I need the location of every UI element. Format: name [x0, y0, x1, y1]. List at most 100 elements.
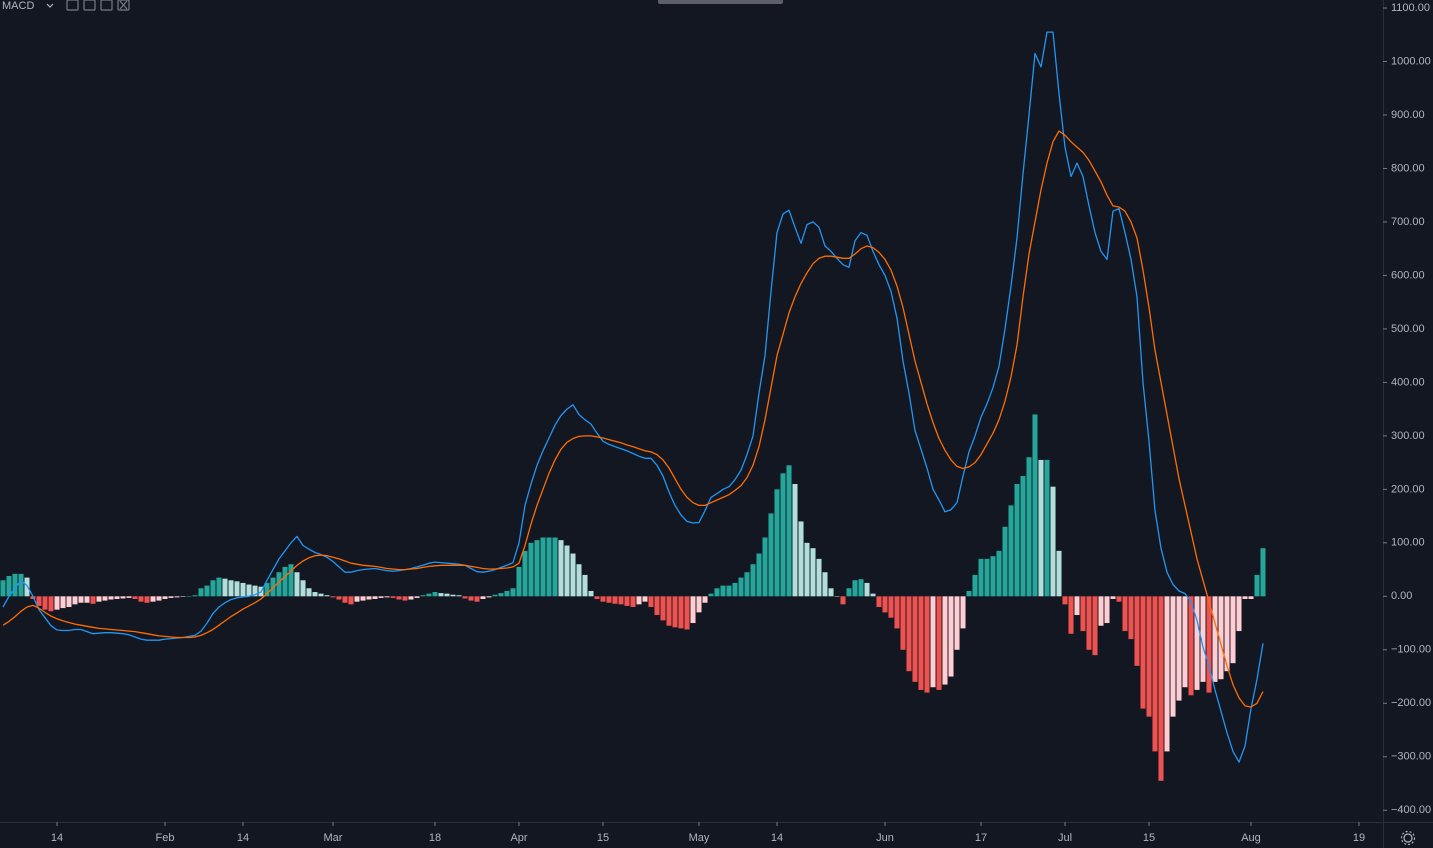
settings-button[interactable]: [83, 0, 96, 11]
histogram-bar: [198, 588, 204, 597]
histogram-bar: [1254, 574, 1260, 597]
histogram-bar: [168, 596, 174, 598]
histogram-bar: [1080, 596, 1086, 632]
indicator-title: MACD: [2, 0, 34, 12]
histogram-bar: [912, 596, 918, 682]
histogram-bar: [756, 553, 762, 597]
histogram-bar: [882, 596, 888, 613]
histogram-bar: [576, 564, 582, 597]
histogram-bar: [264, 582, 270, 597]
settings-gear[interactable]: [1400, 830, 1416, 846]
histogram-bar: [216, 577, 222, 597]
y-tick-label: 800.00: [1391, 162, 1425, 174]
histogram-bar: [504, 590, 510, 597]
y-tick-label: 300.00: [1391, 430, 1425, 442]
x-tick-label: 15: [1143, 832, 1155, 844]
histogram-bar: [498, 593, 504, 597]
histogram-bar: [642, 596, 648, 602]
histogram-bar: [126, 596, 132, 598]
remove-icon: [119, 0, 128, 10]
histogram-bar: [822, 572, 828, 597]
histogram-bar: [1152, 596, 1158, 752]
histogram-bar: [966, 590, 972, 597]
histogram-bar: [720, 585, 726, 597]
histogram-bar: [678, 596, 684, 629]
histogram-bar: [1218, 596, 1224, 680]
histogram-bar: [990, 556, 996, 597]
histogram-bar: [1068, 596, 1074, 634]
histogram-bar: [36, 596, 42, 606]
histogram-bar: [672, 596, 678, 628]
histogram-bar: [1122, 596, 1128, 632]
histogram-bar: [1098, 596, 1104, 626]
histogram-bar: [1194, 596, 1200, 690]
histogram-bar: [1206, 596, 1212, 693]
histogram-bar: [330, 596, 336, 598]
histogram-bar: [654, 596, 660, 616]
histogram-bar: [18, 573, 24, 597]
histogram-bar: [120, 596, 126, 599]
histogram-bar: [234, 581, 240, 597]
histogram-bar: [840, 596, 846, 605]
histogram-bar: [108, 596, 114, 600]
histogram-bar: [516, 566, 522, 597]
histogram-bar: [936, 596, 942, 690]
histogram-bar: [726, 585, 732, 597]
histogram-bar: [324, 595, 330, 597]
histogram-bar: [900, 596, 906, 650]
x-tick-label: Jun: [876, 832, 894, 844]
histogram-bar: [0, 580, 6, 597]
histogram-bar: [138, 596, 144, 602]
histogram-bar: [384, 596, 390, 598]
histogram-bar: [1110, 596, 1116, 599]
histogram-bar: [12, 573, 18, 597]
histogram-bar: [438, 593, 444, 597]
histogram-bar: [972, 574, 978, 597]
indicator-buttons: [66, 0, 130, 11]
histogram-bar: [714, 588, 720, 597]
histogram-bar: [372, 596, 378, 599]
histogram-bar: [522, 550, 528, 597]
histogram-bar: [852, 580, 858, 597]
y-tick-label: 100.00: [1391, 537, 1425, 549]
histogram-bar: [252, 585, 258, 597]
histogram-bar: [354, 596, 360, 602]
histogram-bar: [282, 566, 288, 597]
x-tick-label: Apr: [510, 832, 527, 844]
histogram-bar: [918, 596, 924, 690]
histogram-bar: [690, 596, 696, 624]
histogram-bar: [312, 592, 318, 597]
histogram-bar: [930, 596, 936, 688]
y-tick-label: 500.00: [1391, 323, 1425, 335]
histogram-bar: [204, 585, 210, 597]
histogram-bar: [540, 537, 546, 597]
histogram-bar: [24, 577, 30, 597]
histogram-bar: [636, 596, 642, 605]
histogram-bar: [396, 596, 402, 600]
histogram-bar: [162, 596, 168, 599]
histogram-bar: [762, 537, 768, 597]
histogram-bar: [1140, 596, 1146, 709]
histogram-bar: [1134, 596, 1140, 666]
hide-button[interactable]: [66, 0, 79, 11]
histogram-bar: [78, 596, 84, 603]
histogram-bar: [462, 596, 468, 599]
histogram-bar: [828, 588, 834, 597]
histogram-bar: [456, 595, 462, 597]
histogram-bar: [192, 595, 198, 597]
source-button[interactable]: [100, 0, 113, 11]
dropdown-arrow[interactable]: [46, 3, 54, 8]
remove-button[interactable]: [117, 0, 130, 11]
histogram-bar: [978, 558, 984, 597]
histogram-bar: [144, 596, 150, 603]
histogram-bar: [744, 572, 750, 597]
histogram-bar: [1176, 596, 1182, 701]
histogram-bar: [816, 558, 822, 597]
histogram-bar: [600, 596, 606, 602]
toolbar-button[interactable]: [658, 0, 783, 4]
histogram-bar: [1248, 596, 1254, 599]
histogram-bar: [780, 473, 786, 597]
histogram-bar: [60, 596, 66, 609]
